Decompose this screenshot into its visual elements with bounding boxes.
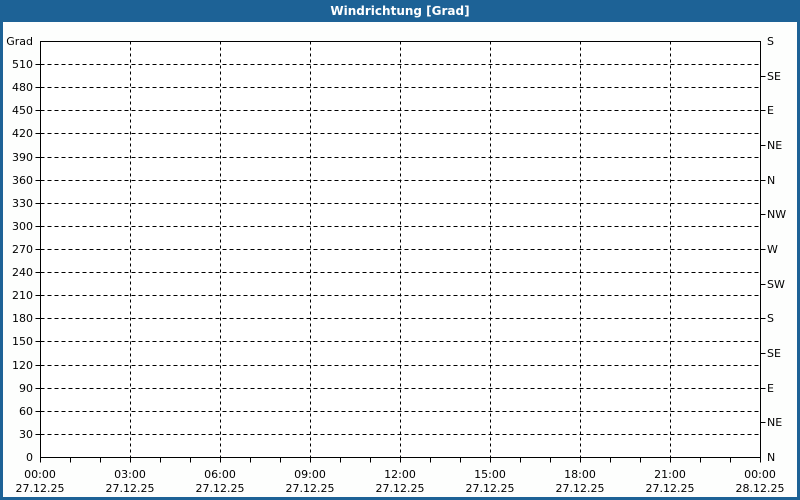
compass-label: E	[767, 104, 774, 117]
compass-label: NE	[767, 139, 782, 152]
compass-label: SE	[767, 70, 781, 83]
compass-label: NW	[767, 208, 786, 221]
y-axis-label-left: 0	[26, 451, 33, 464]
y-axis-label-left: 210	[12, 289, 33, 302]
y-axis-label-left: 390	[12, 151, 33, 164]
y-axis-label-left: 510	[12, 58, 33, 71]
x-time-label: 15:00	[474, 468, 506, 481]
x-time-label: 21:00	[654, 468, 686, 481]
y-axis-label-left: 120	[12, 359, 33, 372]
x-date-label: 27.12.25	[286, 482, 335, 495]
y-axis-label-left: 330	[12, 197, 33, 210]
y-axis-label-left: 480	[12, 81, 33, 94]
y-axis-label-left: 150	[12, 335, 33, 348]
y-axis-label-left: 30	[19, 428, 33, 441]
x-date-label: 27.12.25	[16, 482, 65, 495]
compass-label: E	[767, 382, 774, 395]
y-axis-label-left: 450	[12, 104, 33, 117]
title-bar: Windrichtung [Grad]	[3, 0, 797, 22]
y-axis-label-left: 180	[12, 312, 33, 325]
chart-canvas: 0 30 60 90 120 150 180 210 240 270 300 330 360 390 420…	[6, 35, 786, 495]
y-axis-label-left: 240	[12, 266, 33, 279]
x-time-label: 09:00	[294, 468, 326, 481]
x-date-label: 27.12.25	[646, 482, 695, 495]
compass-label: N	[767, 451, 775, 464]
x-time-label: 18:00	[564, 468, 596, 481]
y-axis-label-left: 420	[12, 127, 33, 140]
y-axis-unit-label: Grad	[6, 35, 33, 48]
x-time-label: 03:00	[114, 468, 146, 481]
compass-label: N	[767, 174, 775, 187]
y-axis-label-left: 60	[19, 405, 33, 418]
y-axis-label-left: 360	[12, 174, 33, 187]
x-date-label: 27.12.25	[556, 482, 605, 495]
plot-wrap: 0 30 60 90 120 150 180 210 240 270 300 330 360 390 420…	[3, 22, 797, 497]
compass-label: SE	[767, 347, 781, 360]
x-time-label: 06:00	[204, 468, 236, 481]
compass-label: W	[767, 243, 778, 256]
x-date-label: 27.12.25	[376, 482, 425, 495]
x-time-label: 00:00	[744, 468, 776, 481]
x-time-label: 12:00	[384, 468, 416, 481]
x-time-label: 00:00	[24, 468, 56, 481]
x-date-label: 27.12.25	[196, 482, 245, 495]
y-axis-label-left: 90	[19, 382, 33, 395]
compass-label: SW	[767, 278, 785, 291]
x-date-label: 27.12.25	[106, 482, 155, 495]
compass-label: S	[767, 312, 774, 325]
chart-title: Windrichtung [Grad]	[330, 4, 470, 18]
x-date-label: 27.12.25	[466, 482, 515, 495]
x-date-label: 28.12.25	[736, 482, 785, 495]
y-axis-label-left: 300	[12, 220, 33, 233]
compass-label: S	[767, 35, 774, 48]
y-axis-label-left: 270	[12, 243, 33, 256]
compass-label: NE	[767, 416, 782, 429]
